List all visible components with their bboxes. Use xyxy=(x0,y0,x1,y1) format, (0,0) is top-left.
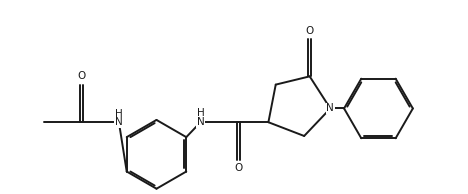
Text: N: N xyxy=(327,103,334,113)
Text: O: O xyxy=(306,25,314,36)
Text: H: H xyxy=(197,108,205,118)
Text: O: O xyxy=(234,163,242,173)
Text: H: H xyxy=(115,109,123,119)
Text: N: N xyxy=(115,117,123,127)
Text: O: O xyxy=(77,71,86,81)
Text: N: N xyxy=(197,117,205,127)
